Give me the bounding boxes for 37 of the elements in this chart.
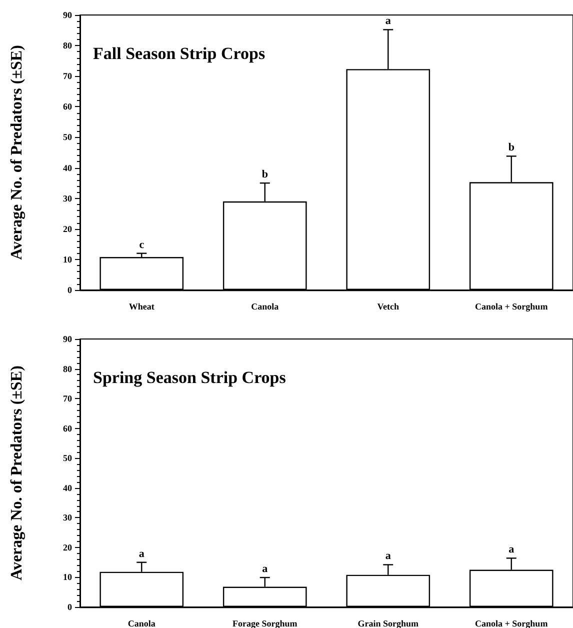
- y-tick-label: 0: [68, 285, 72, 295]
- annotation: a: [385, 15, 392, 28]
- y-tick-label: 70: [63, 394, 72, 404]
- y-tick-label: 50: [63, 453, 72, 464]
- y-tick-label: 30: [63, 193, 72, 204]
- x-tick-label: Wheat: [128, 302, 154, 312]
- x-tick-label: Vetch: [377, 302, 399, 312]
- text: Spring Season Strip Crops: [93, 368, 286, 387]
- y-tick-label: 50: [63, 132, 72, 142]
- annotation: a: [138, 548, 145, 560]
- y-tick-label: 70: [63, 71, 72, 82]
- x-tick-label: Canola: [128, 618, 156, 628]
- y-axis-title: Average No. of Predators (±SE): [8, 45, 26, 260]
- y-tick-label: 20: [63, 224, 72, 234]
- y-tick-label: 80: [63, 40, 72, 51]
- annotation: b: [262, 168, 268, 181]
- y-tick-label: 90: [63, 334, 72, 344]
- annotation: b: [508, 142, 514, 154]
- y-tick-label: 40: [63, 482, 72, 493]
- y-tick-label: 60: [63, 102, 72, 112]
- annotation: c: [139, 238, 144, 251]
- annotation: a: [385, 550, 392, 562]
- y-tick-label: 60: [63, 423, 72, 434]
- y-tick-label: 40: [63, 162, 72, 173]
- y-axis-title: Average No. of Predators (±SE): [8, 366, 26, 580]
- text: Fall Season Strip Crops: [93, 44, 266, 63]
- x-tick-label: Canola: [251, 302, 280, 312]
- x-tick-label: Canola + Sorghum: [475, 302, 548, 312]
- y-tick-label: 10: [63, 254, 72, 264]
- y-tick-label: 90: [63, 10, 72, 20]
- y-tick-label: 0: [68, 602, 72, 612]
- y-tick-label: 30: [63, 512, 72, 523]
- y-tick-label: 20: [63, 542, 72, 552]
- y-tick-label: 10: [63, 572, 72, 582]
- annotation: a: [508, 544, 515, 556]
- annotation: a: [262, 563, 268, 576]
- y-tick-label: 80: [63, 364, 72, 374]
